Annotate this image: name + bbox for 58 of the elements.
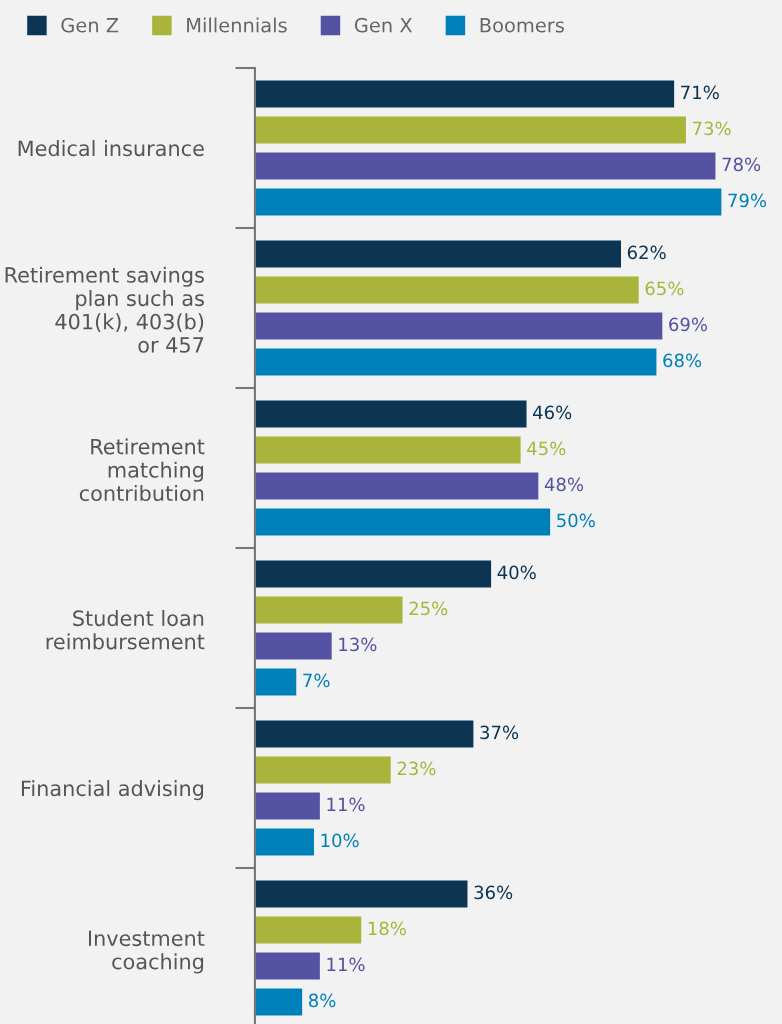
bar [254,668,297,696]
data-label: 48% [544,477,584,492]
data-label: 25% [409,601,448,616]
y-tick-label: Financial advising [21,780,204,801]
data-label: 62% [627,245,666,260]
data-label: 73% [693,121,731,136]
data-label: 65% [645,281,684,296]
data-label: 7% [303,673,330,688]
bar [254,188,722,216]
data-label: 13% [339,637,377,652]
bar [254,276,639,304]
legend-label: Gen Z [61,17,119,33]
bar [254,880,468,908]
data-label: 68% [663,353,702,368]
y-tick-label: Student loan reimbursement [46,610,205,650]
y-tick-label: Investment coaching [88,930,205,974]
bar [254,632,332,660]
bar [254,596,403,624]
data-label: 71% [681,85,719,100]
data-label: 37% [480,725,519,740]
legend-label: Millennials [187,17,287,33]
bar [254,400,527,428]
bar [254,472,539,500]
bar [254,720,474,748]
bar [254,916,362,944]
bar [254,312,663,340]
y-tick-label: Medical insurance [18,140,204,157]
bar [254,988,303,1016]
data-label: 36% [474,885,513,900]
data-label: 78% [722,157,761,172]
data-label: 11% [327,957,365,972]
legend-label: Boomers [480,18,564,33]
bar [254,80,675,108]
legend-label: Gen X [354,17,413,33]
data-label: 11% [327,797,365,812]
data-label: 50% [557,513,595,528]
data-label: 18% [368,921,406,936]
bar [254,116,686,144]
data-label: 69% [669,317,708,332]
data-label: 79% [728,193,767,208]
bar [254,952,320,980]
bar [254,560,492,588]
data-label: 46% [533,405,572,420]
bar [254,240,621,268]
data-label: 45% [527,441,566,456]
bar [254,436,521,464]
bar [254,756,391,784]
bar [254,828,314,856]
bar [254,348,657,376]
data-label: 40% [497,565,536,580]
data-label: 8% [308,993,336,1008]
y-tick-label: Retirement matching contribution [79,438,205,502]
data-label: 23% [397,761,436,776]
bar [254,152,716,180]
bar [254,508,551,536]
bar [254,792,320,820]
y-tick-label: Retirement savings plan such as 401(k), 403(b) or 457 [5,266,204,353]
data-label: 10% [321,833,359,848]
